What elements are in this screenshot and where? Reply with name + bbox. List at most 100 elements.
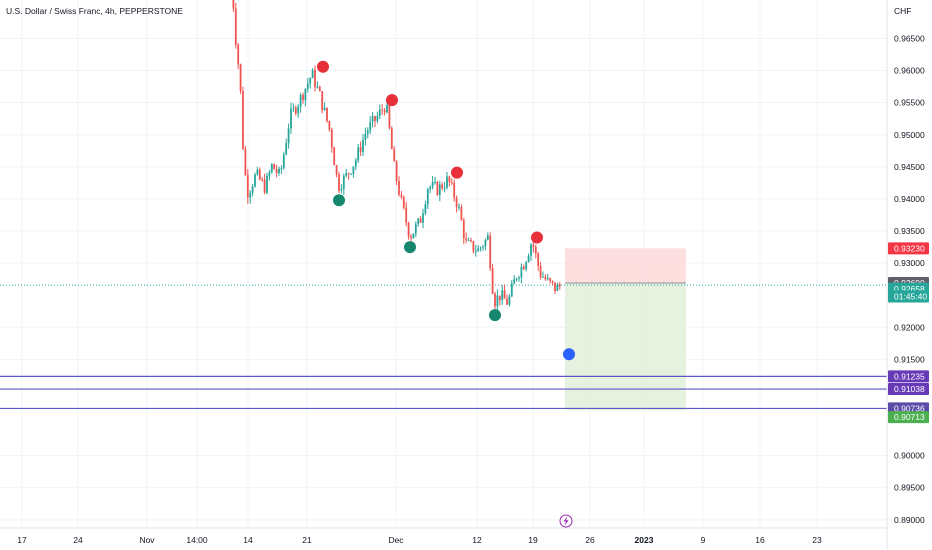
candle-body	[465, 238, 468, 241]
swing-high-marker[interactable]	[531, 231, 543, 244]
candle-body	[383, 110, 386, 113]
candle-body	[450, 182, 453, 184]
candle-body	[352, 166, 355, 174]
candle-body	[328, 121, 331, 130]
swing-low-marker[interactable]	[404, 241, 416, 254]
candle-body	[441, 184, 444, 189]
swing-high-marker[interactable]	[451, 166, 463, 179]
candle-body	[249, 192, 252, 198]
candle-body	[501, 290, 504, 301]
candle-body	[246, 174, 249, 198]
candle-body	[544, 276, 547, 280]
candle-body	[275, 169, 278, 174]
y-tick-label: 0.89500	[894, 483, 925, 493]
candle-body	[455, 197, 458, 208]
candle-body	[448, 176, 451, 183]
candle-body	[280, 168, 283, 170]
candle-body	[261, 179, 264, 181]
candle-body	[527, 255, 530, 262]
price-tag-label: 0.91038	[894, 384, 925, 394]
candle-body	[484, 239, 487, 247]
price-tag	[888, 370, 929, 383]
candle-body	[347, 173, 350, 175]
swing-high-marker[interactable]	[317, 60, 329, 73]
swing-high-marker[interactable]	[386, 94, 398, 107]
candle-body	[393, 149, 396, 162]
x-tick-label: 21	[302, 535, 312, 545]
candle-body	[268, 172, 271, 176]
candle-body	[309, 78, 312, 84]
price-axis[interactable]: 0.96500 0.96000 0.95500 0.95000 0.94500 0.940…	[886, 0, 925, 550]
x-tick-label: 24	[73, 535, 83, 545]
candle-body	[414, 224, 417, 234]
y-tick-label: 0.94000	[894, 194, 925, 204]
candle-body	[472, 241, 475, 252]
candle-body	[294, 107, 297, 114]
candle-body	[311, 69, 314, 79]
candle-body	[470, 240, 472, 242]
y-tick-label: 0.95500	[894, 98, 925, 108]
x-tick-label: 16	[755, 535, 765, 545]
candle-body	[498, 295, 501, 301]
candle-body	[431, 182, 434, 187]
chart-title: U.S. Dollar / Swiss Franc, 4h, PEPPERSTO…	[6, 6, 183, 16]
candle-body	[515, 278, 518, 280]
swing-low-marker[interactable]	[333, 194, 345, 207]
candle-body	[542, 276, 544, 278]
candle-body	[390, 128, 393, 150]
candle-body	[395, 161, 398, 181]
candle-body	[323, 107, 326, 110]
candle-body	[302, 94, 304, 101]
time-axis[interactable]: 17 24 Nov 14:00 14 21 Dec 12 19 26 2023 9 16 23	[0, 527, 887, 545]
candle-body	[366, 130, 369, 134]
x-tick-label: 23	[812, 535, 822, 545]
candle-body	[287, 128, 290, 144]
x-tick-label: 26	[585, 535, 595, 545]
candle-body	[453, 182, 456, 198]
candle-body	[369, 122, 372, 131]
x-tick-label: 17	[17, 535, 27, 545]
price-tag-label: 01:45:40	[894, 291, 927, 301]
candle-body	[467, 240, 470, 242]
candlestick-series	[232, 0, 561, 312]
candle-body	[335, 165, 338, 175]
y-tick-label: 0.94500	[894, 162, 925, 172]
candle-body	[263, 179, 266, 193]
candle-body	[422, 213, 424, 223]
candle-body	[479, 247, 482, 249]
y-tick-label: 0.89000	[894, 515, 925, 525]
x-tick-label: 9	[701, 535, 706, 545]
y-tick-label: 0.90000	[894, 451, 925, 461]
x-tick-label: 14:00	[186, 535, 208, 545]
candle-body	[342, 175, 345, 189]
candle-body	[388, 104, 391, 129]
candle-body	[237, 44, 240, 65]
candle-body	[338, 174, 340, 191]
candle-body	[407, 222, 410, 237]
candle-body	[558, 284, 561, 287]
candle-body	[282, 154, 285, 169]
price-tag	[888, 411, 929, 424]
swing-low-marker[interactable]	[489, 309, 501, 322]
candle-body	[364, 133, 367, 140]
candle-body	[330, 129, 333, 148]
candle-body	[534, 246, 537, 254]
price-tag	[888, 383, 929, 396]
candle-body	[520, 266, 523, 278]
candle-body	[306, 83, 309, 89]
candle-body	[304, 88, 307, 101]
candle-body	[242, 90, 244, 149]
candle-body	[297, 106, 300, 114]
candle-body	[506, 298, 508, 305]
candle-body	[446, 176, 448, 188]
candle-body	[333, 147, 336, 166]
candle-body	[496, 295, 499, 307]
candle-body	[434, 182, 436, 184]
candle-body	[426, 189, 429, 205]
candle-body	[486, 235, 489, 240]
candle-body	[256, 169, 259, 175]
candle-body	[318, 86, 321, 92]
target-marker[interactable]	[563, 348, 575, 361]
candle-body	[460, 206, 463, 221]
